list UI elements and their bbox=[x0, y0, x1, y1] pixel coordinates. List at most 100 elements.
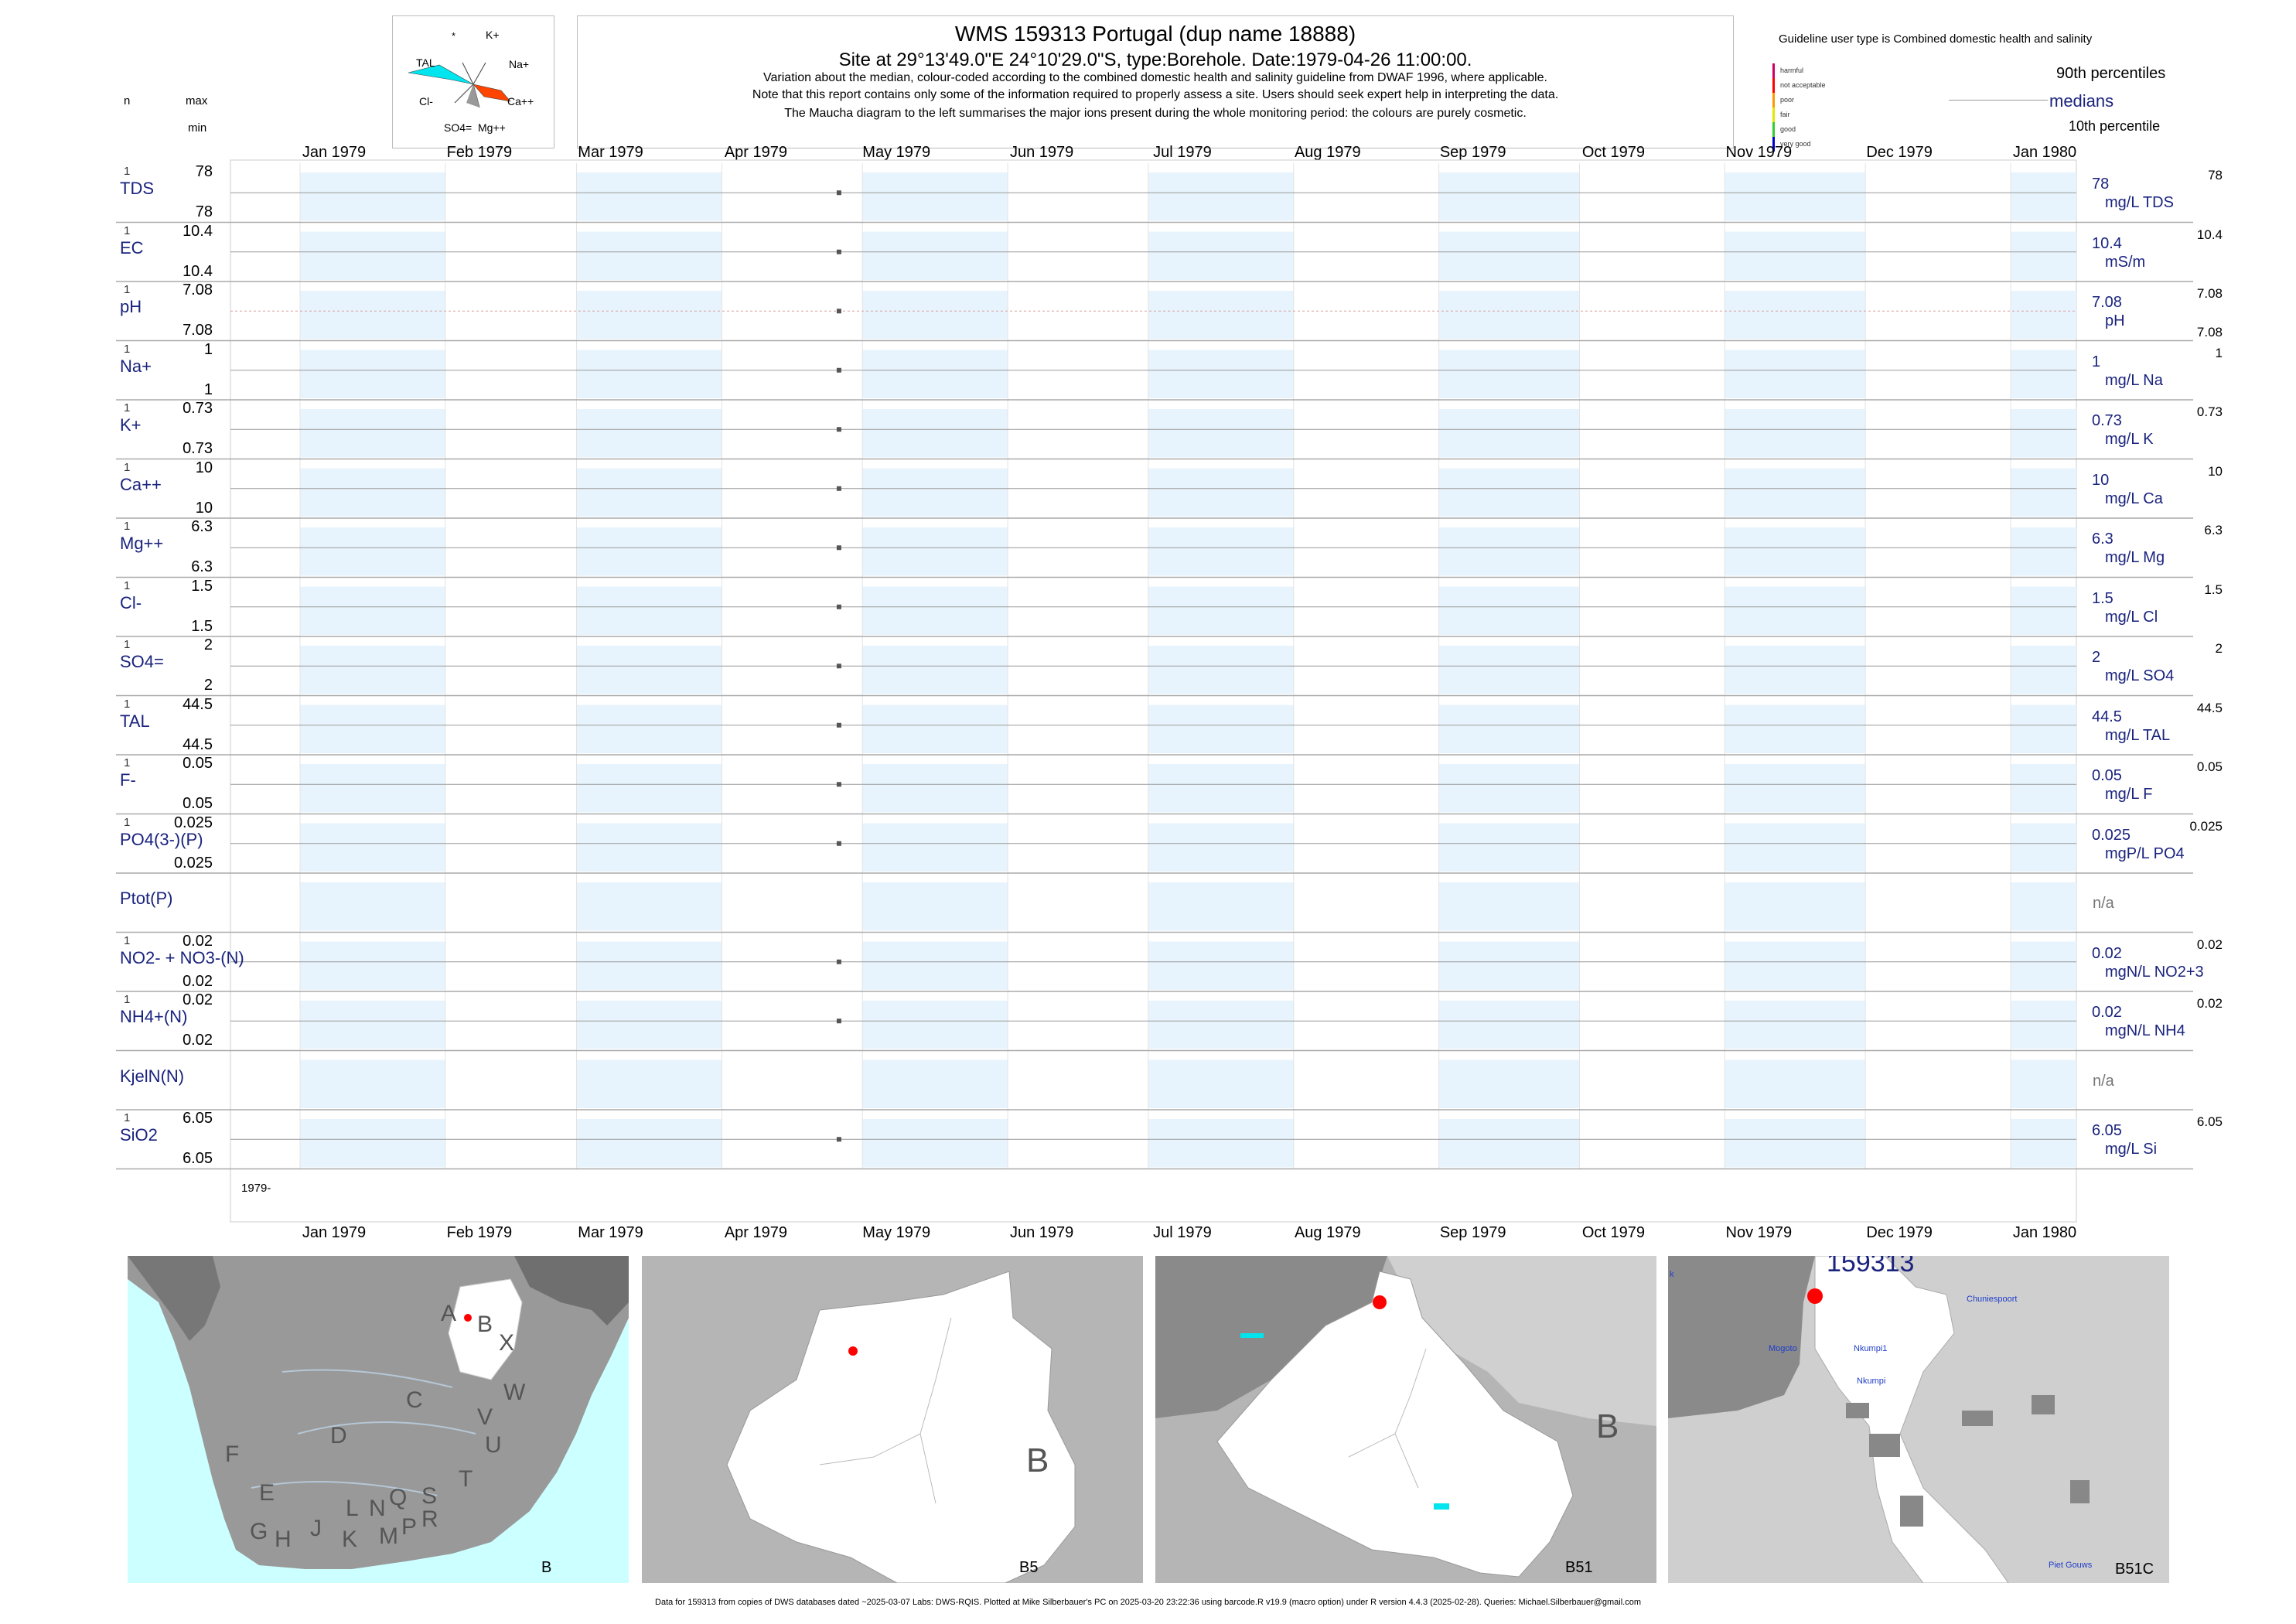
month-band bbox=[576, 882, 722, 931]
row-right-max: 2 bbox=[2215, 641, 2223, 656]
month-tick-label: May 1979 bbox=[862, 1224, 931, 1241]
month-band bbox=[1725, 705, 1866, 753]
row-value: 7.08 bbox=[2092, 294, 2122, 311]
row-right-max: 6.3 bbox=[2204, 523, 2223, 537]
month-band bbox=[1438, 350, 1580, 398]
month-tick-label: Mar 1979 bbox=[578, 1224, 643, 1241]
month-band bbox=[1148, 527, 1294, 576]
month-band bbox=[1148, 350, 1294, 398]
row-right-max: 0.02 bbox=[2196, 996, 2223, 1011]
month-band bbox=[576, 527, 722, 576]
row-value: 1 bbox=[2092, 353, 2101, 370]
row-right-max: 0.02 bbox=[2196, 937, 2223, 952]
row-right-max: 0.73 bbox=[2196, 404, 2223, 419]
month-band bbox=[2011, 409, 2076, 458]
month-band bbox=[1148, 1001, 1294, 1049]
row-value: 0.05 bbox=[2092, 767, 2122, 784]
row-name: K+ bbox=[120, 415, 142, 435]
month-tick-label: Sep 1979 bbox=[1439, 144, 1506, 161]
month-band bbox=[862, 1059, 1008, 1108]
row-max: 1.5 bbox=[191, 577, 213, 595]
row-name: pH bbox=[120, 297, 142, 316]
legend-median: medians bbox=[2049, 91, 2114, 111]
month-band bbox=[1148, 291, 1294, 339]
site-subtitle: Site at 29°13'49.0"E 24°10'29.0"S, type:… bbox=[838, 49, 1472, 70]
month-tick-label: Mar 1979 bbox=[578, 144, 643, 161]
legend-class-label: very good bbox=[1780, 140, 1811, 148]
data-point bbox=[836, 367, 841, 373]
month-tick-label: Jun 1979 bbox=[1009, 1224, 1074, 1241]
map1-letter-u: U bbox=[485, 1432, 502, 1458]
month-band bbox=[576, 409, 722, 458]
row-name: SO4= bbox=[120, 652, 164, 671]
maucha-label-cl: Cl- bbox=[419, 95, 433, 107]
map1-letter-v: V bbox=[477, 1404, 493, 1430]
row-right-max: 7.08 bbox=[2196, 286, 2223, 301]
row-min: 0.025 bbox=[173, 854, 213, 872]
map1-letter-a: A bbox=[441, 1301, 457, 1326]
row-n: 1 bbox=[124, 578, 131, 592]
map1-letter-c: C bbox=[406, 1387, 423, 1413]
row-right-max: 78 bbox=[2208, 168, 2223, 183]
month-band bbox=[1148, 705, 1294, 753]
month-band bbox=[2011, 1059, 2076, 1108]
map1-letter-r: R bbox=[421, 1506, 438, 1532]
month-band bbox=[1725, 527, 1866, 576]
row-name: SiO2 bbox=[120, 1125, 158, 1145]
legend-class-swatch bbox=[1772, 107, 1775, 122]
month-band bbox=[300, 291, 445, 339]
month-band bbox=[2011, 291, 2076, 339]
month-band bbox=[1438, 586, 1580, 635]
legend-class-swatch bbox=[1772, 78, 1775, 93]
month-band bbox=[1725, 823, 1866, 872]
map1-letter-d: D bbox=[330, 1423, 347, 1448]
month-band bbox=[2011, 1119, 2076, 1168]
row-value: 1.5 bbox=[2092, 589, 2113, 607]
month-band bbox=[2011, 527, 2076, 576]
month-band bbox=[1438, 291, 1580, 339]
legend-p90: 90th percentiles bbox=[2056, 65, 2166, 82]
map1-letter-n: N bbox=[369, 1496, 386, 1521]
row-n: 1 bbox=[124, 223, 131, 237]
month-tick-label: Aug 1979 bbox=[1294, 1224, 1361, 1241]
maucha-label-k: K+ bbox=[486, 29, 500, 41]
row-name: Ptot(P) bbox=[120, 889, 173, 908]
month-band bbox=[1725, 291, 1866, 339]
row-max: 44.5 bbox=[183, 695, 213, 713]
month-tick-label: Oct 1979 bbox=[1581, 1224, 1646, 1241]
col-min-header: min bbox=[188, 121, 207, 135]
month-band bbox=[1438, 1059, 1580, 1108]
row-max: 0.02 bbox=[183, 991, 213, 1008]
month-band bbox=[862, 882, 1008, 931]
month-band bbox=[1725, 1119, 1866, 1168]
map1-letter-m: M bbox=[379, 1523, 398, 1549]
map1-letter-x: X bbox=[499, 1330, 515, 1356]
legend-class-swatch bbox=[1772, 93, 1775, 107]
month-band bbox=[862, 409, 1008, 458]
month-tick-label: Jan 1979 bbox=[302, 1224, 367, 1241]
month-tick-label: Jul 1979 bbox=[1153, 144, 1212, 161]
month-band bbox=[576, 1001, 722, 1049]
row-max: 2 bbox=[203, 636, 213, 653]
legend-class-label: fair bbox=[1780, 111, 1790, 118]
row-n: 1 bbox=[124, 520, 131, 533]
row-unit: mg/L Ca bbox=[2105, 490, 2163, 507]
data-point bbox=[836, 782, 841, 787]
col-n-header: n bbox=[124, 94, 131, 107]
month-band bbox=[2011, 468, 2076, 517]
maucha-label-tal: TAL bbox=[416, 56, 435, 69]
row-n: 1 bbox=[124, 283, 131, 296]
month-band bbox=[300, 1119, 445, 1168]
month-tick-label: Apr 1979 bbox=[724, 144, 788, 161]
month-band bbox=[1438, 646, 1580, 694]
month-band bbox=[300, 231, 445, 280]
row-min: 0.05 bbox=[183, 795, 213, 812]
note-1: Variation about the median, colour-coded… bbox=[763, 71, 1547, 84]
month-band bbox=[576, 1059, 722, 1108]
month-band bbox=[862, 468, 1008, 517]
month-band bbox=[576, 764, 722, 813]
row-min: 0.02 bbox=[183, 1032, 213, 1049]
month-tick-label: Nov 1979 bbox=[1725, 144, 1793, 161]
map1-letter-k: K bbox=[342, 1527, 358, 1552]
row-min: 78 bbox=[195, 203, 213, 220]
